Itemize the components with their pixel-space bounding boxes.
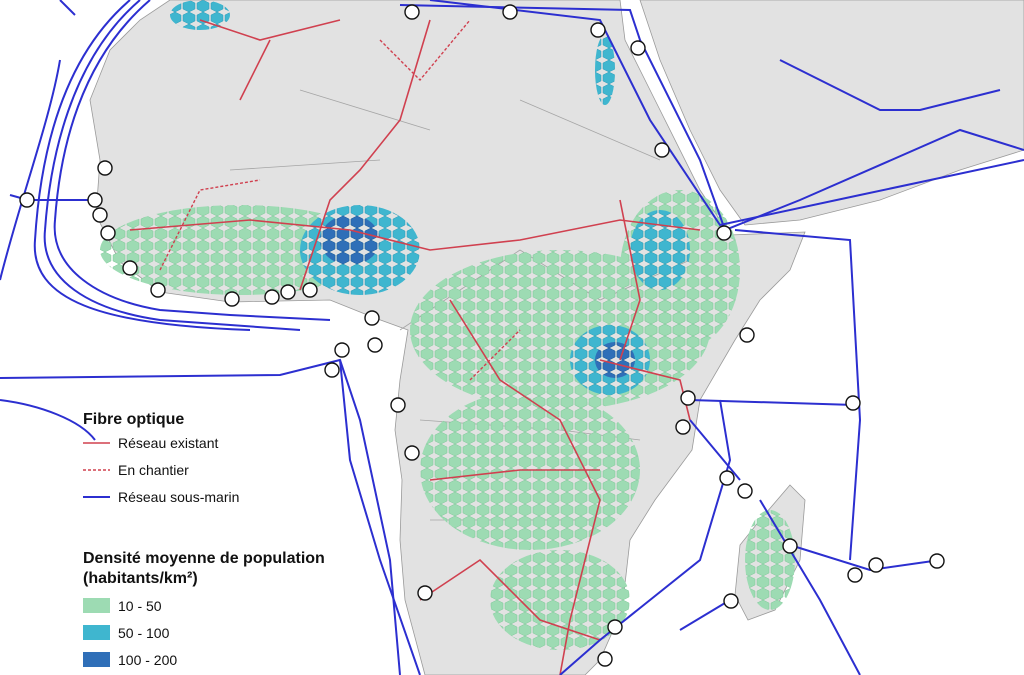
landing-point [845, 395, 861, 411]
landing-point [739, 327, 755, 343]
cable [399, 4, 1024, 232]
landing-point [150, 282, 166, 298]
terrestrial-fiber [129, 19, 701, 675]
cable [689, 229, 941, 572]
landing-point [280, 284, 296, 300]
fiber-line [129, 219, 701, 251]
density-area [630, 210, 690, 290]
landing-point [782, 538, 798, 554]
fiber-line [299, 19, 431, 291]
landing-point [590, 22, 606, 38]
legend-label: En chantier [118, 462, 189, 478]
landing-point [87, 192, 103, 208]
density-area [490, 550, 630, 650]
landing-point [723, 593, 739, 609]
landing-point [100, 225, 116, 241]
cable [429, 0, 1024, 227]
density-area [595, 342, 635, 378]
fiber-line [199, 19, 341, 101]
legend-label: Réseau existant [118, 435, 219, 451]
legend-swatch [83, 598, 110, 613]
landing-point [868, 557, 884, 573]
density-area [320, 215, 380, 265]
landing-point [404, 4, 420, 20]
landing-point [19, 192, 35, 208]
landing-point [607, 619, 623, 635]
legend-label: 10 - 50 [118, 598, 162, 614]
landing-point [675, 419, 691, 435]
arabia [639, 0, 1024, 226]
cable [33, 0, 251, 331]
fiber-line [419, 469, 601, 641]
legend-title: Fibre optique [83, 411, 184, 428]
landing-point [630, 40, 646, 56]
landing-point [334, 342, 350, 358]
landing-point [264, 289, 280, 305]
landing-point [847, 567, 863, 583]
cable [0, 358, 401, 675]
landing-point [502, 4, 518, 20]
landing-point [364, 310, 380, 326]
landing-point [122, 260, 138, 276]
legend-label: 50 - 100 [118, 625, 170, 641]
legend-subtitle: (habitants/km²) [83, 570, 198, 587]
legend-label: 100 - 200 [118, 652, 177, 668]
landing-point [390, 397, 406, 413]
population-density [100, 0, 795, 650]
landing-point [417, 585, 433, 601]
cable [0, 0, 76, 281]
density-area [170, 0, 230, 30]
cable [779, 59, 1001, 111]
cable [0, 359, 421, 675]
landing-points [19, 4, 945, 667]
legend-title: Densité moyenne de population [83, 550, 325, 567]
cable [43, 0, 301, 331]
legend-swatch [83, 652, 110, 667]
landing-point [224, 291, 240, 307]
legend: Fibre optique Réseau existant En chantie… [83, 411, 325, 668]
landing-point [680, 390, 696, 406]
landing-point [597, 651, 613, 667]
landing-point [404, 445, 420, 461]
landing-point [367, 337, 383, 353]
landing-point [654, 142, 670, 158]
landing-point [737, 483, 753, 499]
cable [53, 0, 331, 321]
landing-point [92, 207, 108, 223]
fiber-line [599, 199, 691, 421]
density-area [595, 35, 615, 105]
landing-point [302, 282, 318, 298]
landing-point [97, 160, 113, 176]
landing-point [324, 362, 340, 378]
legend-swatch [83, 625, 110, 640]
cable [559, 399, 861, 675]
landing-point [929, 553, 945, 569]
legend-label: Réseau sous-marin [118, 489, 239, 505]
density-area [745, 510, 795, 610]
landing-point [719, 470, 735, 486]
fiber-dashed-line [159, 19, 521, 381]
landing-point [716, 225, 732, 241]
